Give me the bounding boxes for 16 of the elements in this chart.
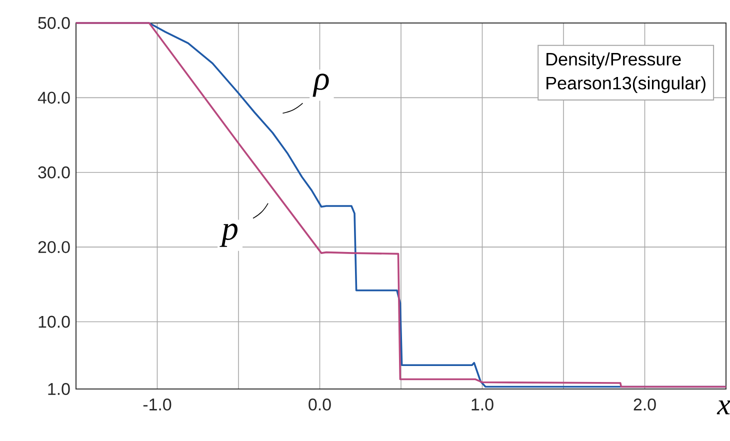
y-tick-label: 1.0 (48, 383, 70, 395)
x-tick-label: 2.0 (634, 398, 656, 410)
x-tick-label: 0.0 (308, 398, 331, 410)
x-tick-label: 1.0 (472, 398, 494, 410)
annotation: ρ (312, 74, 329, 97)
annotation: Density/Pressure (546, 52, 681, 70)
y-tick-label: 20.0 (38, 241, 70, 254)
y-tick-label: 30.0 (38, 166, 70, 178)
x-axis-title: x (716, 400, 730, 414)
annotation: p (220, 224, 238, 247)
x-tick-label: -1.0 (143, 398, 172, 410)
line-series (75, 22, 727, 388)
y-tick-label: 10.0 (38, 316, 70, 328)
y-tick-label: 40.0 (38, 92, 70, 104)
y-tick-label: 50.0 (38, 17, 70, 30)
annotation: Pearson13(singular) (546, 76, 706, 94)
